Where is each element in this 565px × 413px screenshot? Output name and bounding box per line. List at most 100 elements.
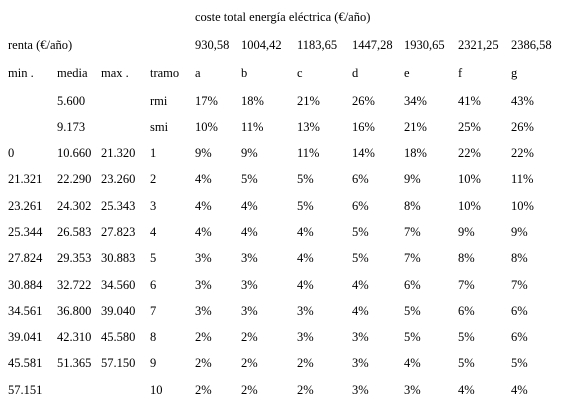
- rmi-label: rmi: [150, 94, 168, 108]
- smi-row: 9.173 smi 10% 11% 13% 16% 21% 25% 26%: [0, 119, 565, 137]
- cost-e: 1930,65: [404, 38, 445, 52]
- row-value-c: 2%: [297, 383, 314, 397]
- rmi-row: 5.600 rmi 17% 18% 21% 26% 34% 41% 43%: [0, 93, 565, 111]
- row-value-a: 2%: [195, 383, 212, 397]
- cost-g: 2386,58: [511, 38, 552, 52]
- row-value-f: 22%: [458, 146, 481, 160]
- row-tramo: 8: [150, 330, 157, 344]
- header-letter-f: f: [458, 66, 463, 80]
- row-value-c: 4%: [297, 278, 314, 292]
- cost-a: 930,58: [195, 38, 230, 52]
- row-tramo: 3: [150, 199, 157, 213]
- row-value-a: 4%: [195, 172, 212, 186]
- table-row: 23.261 24.302 25.343 3 4% 4% 5% 6% 8% 10% 10%: [0, 198, 565, 216]
- header-letter-a: a: [195, 66, 201, 80]
- row-value-f: 5%: [458, 330, 475, 344]
- row-value-g: 6%: [511, 330, 528, 344]
- row-media: 22.290: [57, 172, 92, 186]
- row-value-g: 6%: [511, 304, 528, 318]
- table-title: coste total energía eléctrica (€/año): [195, 10, 371, 24]
- rmi-value-d: 26%: [352, 94, 375, 108]
- row-value-e: 9%: [404, 172, 421, 186]
- row-min: 23.261: [8, 199, 43, 213]
- row-value-g: 10%: [511, 199, 534, 213]
- smi-value-g: 26%: [511, 120, 534, 134]
- row-value-a: 3%: [195, 304, 212, 318]
- row-value-e: 6%: [404, 278, 421, 292]
- row-tramo: 4: [150, 225, 157, 239]
- smi-label: smi: [150, 120, 169, 134]
- smi-value-a: 10%: [195, 120, 218, 134]
- row-value-d: 14%: [352, 146, 375, 160]
- cost-header-row: renta (€/año) 930,58 1004,42 1183,65 144…: [0, 37, 565, 55]
- row-value-b: 3%: [241, 278, 258, 292]
- row-media: 51.365: [57, 356, 92, 370]
- smi-value-c: 13%: [297, 120, 320, 134]
- row-value-d: 4%: [352, 304, 369, 318]
- row-max: 23.260: [101, 172, 136, 186]
- cost-d: 1447,28: [352, 38, 393, 52]
- row-value-a: 9%: [195, 146, 212, 160]
- row-value-e: 3%: [404, 383, 421, 397]
- row-value-d: 5%: [352, 225, 369, 239]
- row-max: 34.560: [101, 278, 136, 292]
- row-value-e: 18%: [404, 146, 427, 160]
- row-value-d: 3%: [352, 356, 369, 370]
- row-max: 57.150: [101, 356, 136, 370]
- row-value-d: 4%: [352, 278, 369, 292]
- smi-value-e: 21%: [404, 120, 427, 134]
- row-value-d: 3%: [352, 330, 369, 344]
- row-max: 45.580: [101, 330, 136, 344]
- table-row: 21.321 22.290 23.260 2 4% 5% 5% 6% 9% 10% 11%: [0, 171, 565, 189]
- row-value-d: 5%: [352, 251, 369, 265]
- row-value-f: 9%: [458, 225, 475, 239]
- rmi-value-a: 17%: [195, 94, 218, 108]
- header-letter-g: g: [511, 66, 518, 80]
- cost-b: 1004,42: [241, 38, 282, 52]
- header-letter-b: b: [241, 66, 248, 80]
- row-min: 25.344: [8, 225, 43, 239]
- row-value-d: 6%: [352, 199, 369, 213]
- row-media: 42.310: [57, 330, 92, 344]
- row-value-d: 3%: [352, 383, 369, 397]
- row-tramo: 7: [150, 304, 157, 318]
- header-media: media: [57, 66, 88, 80]
- rmi-value-c: 21%: [297, 94, 320, 108]
- row-value-f: 4%: [458, 383, 475, 397]
- column-header-row: min . media max . tramo a b c d e f g: [0, 65, 565, 83]
- row-value-g: 4%: [511, 383, 528, 397]
- row-value-f: 6%: [458, 304, 475, 318]
- row-value-g: 5%: [511, 356, 528, 370]
- row-value-c: 4%: [297, 225, 314, 239]
- row-value-b: 5%: [241, 172, 258, 186]
- table-row: 27.824 29.353 30.883 5 3% 3% 4% 5% 7% 8% 8%: [0, 250, 565, 268]
- row-value-c: 11%: [297, 146, 320, 160]
- table-row: 57.151 10 2% 2% 2% 3% 3% 4% 4%: [0, 382, 565, 400]
- row-value-g: 11%: [511, 172, 534, 186]
- row-value-e: 8%: [404, 199, 421, 213]
- row-value-b: 3%: [241, 251, 258, 265]
- row-value-c: 4%: [297, 251, 314, 265]
- row-min: 57.151: [8, 383, 43, 397]
- header-letter-e: e: [404, 66, 410, 80]
- row-value-e: 4%: [404, 356, 421, 370]
- row-value-b: 2%: [241, 383, 258, 397]
- row-value-f: 10%: [458, 199, 481, 213]
- row-value-d: 6%: [352, 172, 369, 186]
- row-media: 24.302: [57, 199, 92, 213]
- row-tramo: 1: [150, 146, 157, 160]
- row-value-b: 4%: [241, 225, 258, 239]
- row-media: 10.660: [57, 146, 92, 160]
- row-value-c: 3%: [297, 304, 314, 318]
- row-max: 30.883: [101, 251, 136, 265]
- row-media: 29.353: [57, 251, 92, 265]
- row-value-e: 7%: [404, 225, 421, 239]
- row-min: 21.321: [8, 172, 43, 186]
- row-value-e: 5%: [404, 304, 421, 318]
- renta-label: renta (€/año): [8, 38, 73, 52]
- row-value-g: 7%: [511, 278, 528, 292]
- row-max: 27.823: [101, 225, 136, 239]
- header-min: min .: [8, 66, 34, 80]
- row-value-c: 5%: [297, 172, 314, 186]
